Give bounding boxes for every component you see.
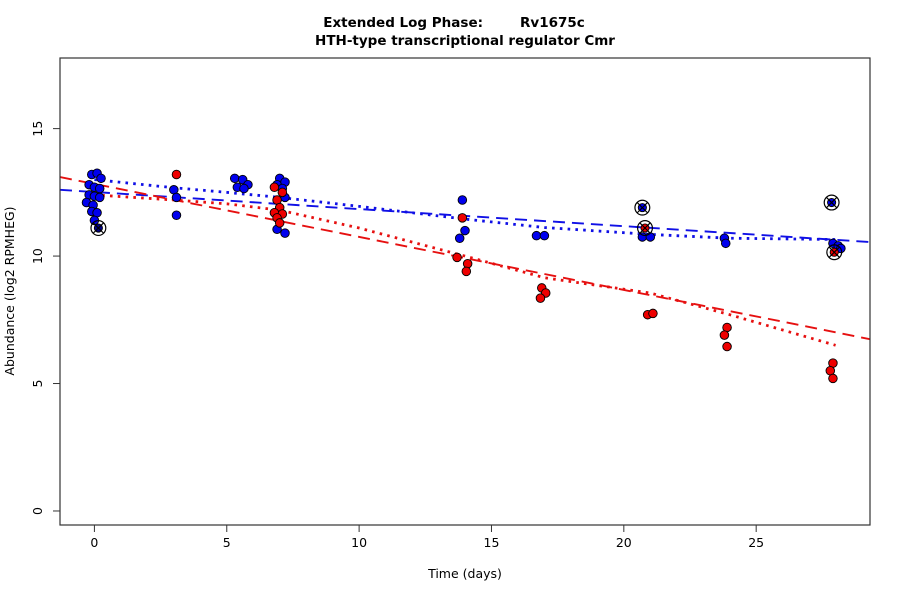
- condition-blue-point: [94, 192, 105, 203]
- condition-red-point: [269, 182, 280, 192]
- circle-x-marker: [826, 244, 843, 261]
- x-axis-tick-label: 15: [484, 535, 500, 550]
- condition-red-point: [171, 169, 182, 180]
- flag-x-icon: [828, 246, 840, 258]
- condition-red-point: [277, 187, 288, 198]
- condition-red-point: [722, 341, 732, 352]
- flag-x-icon: [636, 201, 649, 214]
- condition-red-point: [719, 330, 730, 340]
- condition-red-point: [457, 213, 468, 223]
- condition-blue-point: [531, 230, 542, 241]
- condition-blue-point: [229, 173, 240, 184]
- flag-circle-icon: [634, 199, 651, 216]
- condition-red-point: [535, 293, 546, 303]
- condition-blue-point: [457, 195, 468, 205]
- y-axis-tick-label: 0: [30, 507, 45, 515]
- condition-blue-series: [81, 168, 846, 254]
- chart-subtitle: HTH-type transcriptional regulator Cmr: [315, 33, 615, 49]
- x-axis-tick-label: 5: [223, 535, 231, 550]
- condition-blue-point: [171, 192, 182, 203]
- flag-x-icon: [825, 196, 838, 209]
- plot-area: 0 5 10 15 20 25 0 5 10 15: [30, 57, 871, 550]
- condition-blue-point: [239, 183, 249, 194]
- x-axis-tick-label: 10: [351, 535, 367, 550]
- plot-frame: [59, 57, 871, 526]
- circle-x-marker: [634, 199, 651, 216]
- circle-x-marker: [823, 194, 840, 211]
- condition-blue-point: [460, 225, 470, 236]
- flag-x-icon: [639, 222, 651, 234]
- condition-red-series: [171, 169, 838, 384]
- circle-x-marker: [90, 220, 107, 237]
- x-axis-tick-label: 25: [748, 535, 764, 550]
- condition-blue-point: [637, 232, 648, 242]
- condition-red-point: [648, 308, 658, 319]
- condition-blue-point: [96, 173, 106, 184]
- x-axis-tick-label: 20: [616, 535, 632, 550]
- y-axis-tick-label: 10: [30, 248, 45, 264]
- condition-red-point: [828, 373, 838, 384]
- x-axis-label: Time (days): [427, 566, 502, 581]
- flag-circle-icon: [636, 220, 653, 237]
- condition-blue-point: [720, 238, 731, 249]
- chart-title-gene: Rv1675c: [520, 15, 585, 31]
- condition-red-point: [461, 266, 472, 277]
- condition-blue-point: [454, 233, 465, 243]
- condition-blue-point: [171, 210, 182, 221]
- flagged-points: [90, 194, 843, 261]
- y-axis-tick-label: 5: [30, 380, 45, 388]
- chart-titles: Extended Log Phase: Rv1675c HTH-type tra…: [315, 15, 615, 49]
- condition-red-point: [274, 218, 285, 228]
- chart-title-left: Extended Log Phase:: [323, 15, 483, 31]
- flag-circle-icon: [823, 194, 840, 211]
- condition-blue-point: [280, 228, 290, 238]
- condition-red-point: [462, 258, 473, 269]
- condition-blue-point: [94, 183, 105, 194]
- flag-circle-icon: [826, 244, 843, 261]
- y-axis-label: Abundance (log2 RPMHEG): [2, 206, 17, 375]
- circle-x-marker: [636, 220, 653, 237]
- condition-red-point: [452, 252, 462, 263]
- x-axis-tick-label: 0: [90, 535, 98, 550]
- flag-x-icon: [92, 222, 105, 234]
- condition-blue-point: [539, 230, 550, 241]
- y-axis-tick-label: 15: [30, 121, 45, 137]
- red-smooth-fit-line: [94, 193, 836, 347]
- red-linear-fit-line: [60, 176, 870, 341]
- flag-circle-icon: [90, 220, 107, 237]
